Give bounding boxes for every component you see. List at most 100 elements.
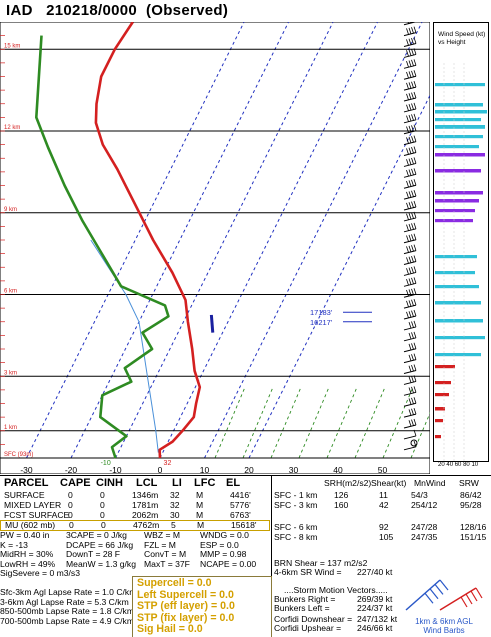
wind-speed-bar (435, 145, 479, 149)
wind-barb-flag (411, 48, 414, 56)
shear-cell: 42 (379, 500, 389, 510)
parcel-cell: 0 (68, 500, 73, 510)
wind-barb-staff (403, 271, 417, 276)
wind-barb-staff (403, 32, 417, 37)
wind-barb (403, 277, 417, 287)
wind-barb-staff (403, 315, 417, 320)
wind-barb (403, 113, 417, 124)
wind-barb-flag (408, 202, 412, 209)
wind-barb-staff (403, 446, 417, 451)
parcel-cell: 32 (170, 490, 180, 500)
wind-barb-flag (413, 26, 417, 33)
stat-item: WNDG = 0.0 (200, 530, 249, 540)
wind-speed-bar (435, 255, 477, 259)
mixing-ratio-line (354, 386, 386, 459)
legend-line2: Wind Barbs (423, 626, 465, 635)
wind-barb-staff (403, 380, 417, 385)
wind-barb-staff (403, 293, 417, 298)
wind-barb-flag (408, 71, 412, 78)
shear-cell: 247/28 (411, 522, 438, 532)
shear-extra-label: Corfidi Downshear = (274, 614, 353, 624)
shear-cell: 247/35 (411, 532, 438, 542)
wind-speed-bar (435, 118, 481, 122)
wind-barb-flag (411, 212, 414, 219)
legend-barb-flag (470, 590, 478, 602)
header-cinh: CINH (96, 477, 123, 489)
mixing-ratio-line (298, 386, 330, 459)
wind-barb (403, 342, 417, 353)
dewpoint-trace (34, 35, 170, 459)
sfc-temp-label: 32 (164, 460, 172, 467)
stat-item: MaxT = 37F (144, 558, 190, 569)
wind-barb-staff (403, 162, 417, 167)
wind-barb-flag (408, 27, 412, 34)
wind-barb-staff (403, 391, 417, 396)
wind-speed-bar (435, 381, 451, 385)
wind-barb (403, 37, 417, 48)
wind-barb-flag (411, 408, 414, 415)
wind-speed-bar (435, 419, 443, 423)
height-label: 9 km (4, 207, 17, 213)
wind-barb (403, 298, 417, 309)
wind-barb-flag (413, 255, 417, 262)
stat-item: NCAPE = 0.00 (200, 558, 257, 569)
wind-barb-flag (413, 288, 417, 295)
header-lfc: LFC (194, 477, 216, 489)
wind-profile-panel: Wind Speed (kt) vs Height (433, 22, 489, 462)
stats-left: PW = 0.40 in K = -13 MidRH = 30% LowRH = 49… (0, 530, 80, 579)
wind-barb-staff (403, 75, 417, 80)
wind-barb-flag (408, 212, 412, 220)
wind-barb-flag (413, 146, 417, 153)
shear-row: SFC - 1 km 126 11 54/3 86/42 (272, 491, 491, 501)
wind-barb (403, 353, 417, 364)
wind-barb-staff (403, 130, 417, 135)
wind-barb-flag (413, 233, 417, 240)
shear-extra-value: 227/40 kt (357, 567, 393, 577)
stat-item: DCAPE = 66 J/kg (66, 539, 134, 550)
wind-barb-staff (403, 326, 417, 331)
legend-line1: 1km & 6km AGL (415, 617, 473, 626)
wind-barb (403, 91, 417, 102)
shear-cell: SFC - 1 km (274, 490, 318, 500)
wind-barb-flag (413, 407, 417, 415)
lapse-rates: Sfc-3km Agl Lapse Rate = 1.0 C/km 3-6km A… (0, 587, 136, 626)
mixing-ratio-line (214, 386, 246, 459)
wind-barb (403, 135, 417, 146)
wind-barb-flag (408, 136, 412, 143)
header-srh: SRH(m2/s2) (324, 478, 372, 488)
wind-barb (403, 70, 417, 80)
wind-barb (403, 407, 417, 418)
wind-barb-staff (403, 22, 417, 26)
wind-barb-flag (413, 331, 417, 338)
wind-barb-flag (406, 115, 409, 122)
parcel-row: MIXED LAYER 0 0 1781m 32 M 5776' (0, 501, 270, 511)
wind-barb-flag (413, 429, 417, 437)
stat-item: WBZ = M (144, 530, 181, 540)
wind-barb-flag (406, 148, 409, 155)
page-title: IAD 210218/0000 (Observed) (6, 2, 229, 19)
lapse-rate-item: 850-500mb Lapse Rate = 1.8 C/km (0, 606, 134, 617)
skewt-chart: 15 km 12 km 9 km 6 km 3 km 1 km SFC (93m) 16217… (0, 22, 430, 474)
wind-barb-flag (408, 147, 412, 154)
wind-axis-tick: 40 (446, 462, 454, 468)
wind-barb-flag (411, 27, 414, 34)
shear-extra-value: 269/39 kt (357, 594, 393, 604)
parcel-cell: 0 (69, 520, 74, 530)
wind-barb-flag (411, 59, 414, 67)
wind-speed-bar (435, 199, 479, 203)
wind-barb-flag (408, 103, 412, 111)
wind-barb-flag (413, 157, 417, 164)
shear-row: SFC - 3 km 160 42 254/12 95/28 (272, 501, 491, 511)
wind-barb-staff (403, 195, 417, 200)
parcel-cell: SURFACE (4, 490, 45, 500)
wind-barb-flag (408, 321, 412, 329)
wind-barb-flag (413, 189, 417, 197)
sfc-dew-label: -10 (101, 460, 111, 467)
wind-barb (403, 157, 417, 167)
shear-cell: 86/42 (460, 490, 482, 500)
wind-barb-flag (408, 409, 412, 416)
shear-cell: 151/15 (460, 532, 487, 542)
wind-barb-flag (413, 222, 417, 229)
wind-barb-staff (403, 250, 417, 255)
wind-barb-flag (408, 343, 412, 351)
